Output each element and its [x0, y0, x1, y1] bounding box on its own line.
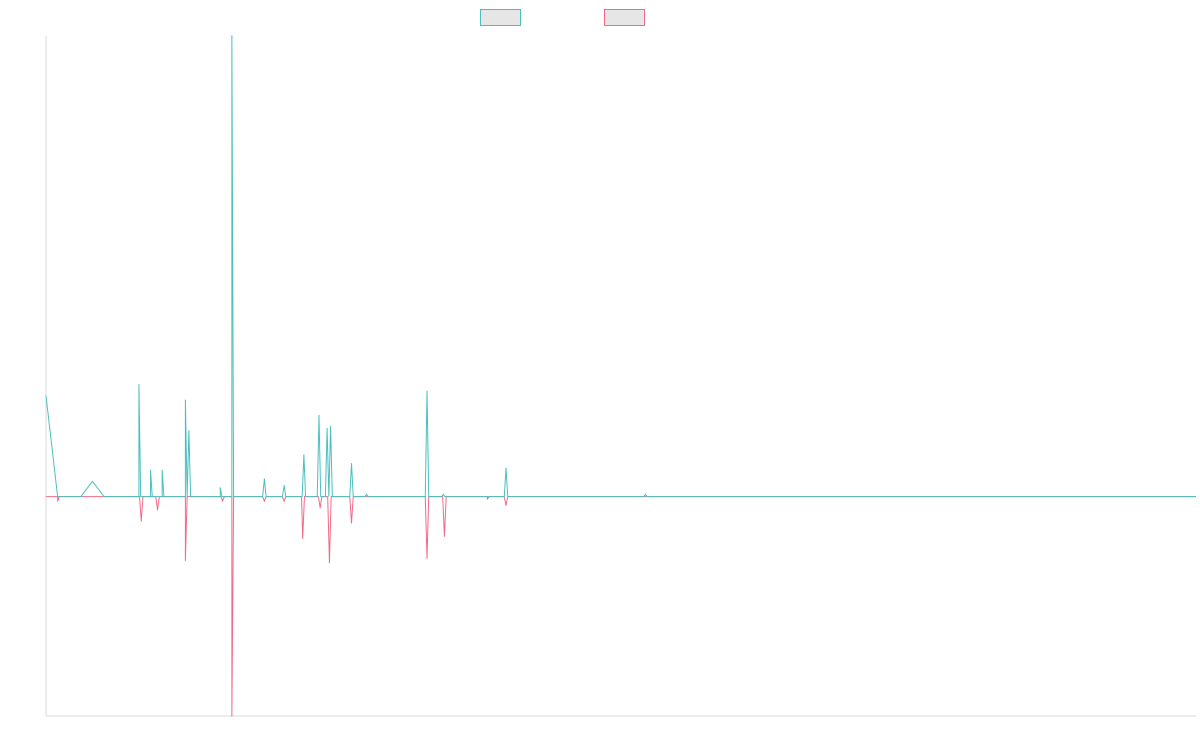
data-point-series-1-17: [505, 467, 507, 469]
data-point-series-2-0: [57, 500, 59, 502]
data-point-series-1-4: [188, 430, 190, 432]
legend-swatch-series-2: [604, 9, 645, 26]
data-point-series-2-3: [184, 559, 186, 561]
data-point-series-1-9: [303, 454, 305, 456]
data-point-series-1-16: [442, 493, 444, 496]
data-point-series-2-8: [302, 537, 304, 539]
data-point-series-1-10: [318, 414, 320, 417]
data-point-series-1-0: [138, 384, 140, 386]
data-point-series-1-12: [329, 425, 332, 428]
series-line-1: [45, 35, 1196, 498]
data-point-series-1-5: [219, 487, 221, 489]
data-point-series-2-7: [283, 500, 285, 502]
data-point-series-1-14: [366, 493, 368, 496]
data-point-series-1-2: [161, 469, 163, 471]
data-point-series-2-2: [156, 509, 159, 511]
legend-swatch-series-1: [480, 9, 521, 26]
data-point-series-2-1: [140, 520, 142, 522]
data-point-series-1-11: [326, 428, 328, 430]
data-point-series-2-13: [443, 535, 446, 537]
data-point-series-1-13: [350, 463, 353, 465]
data-point-series-1-18: [644, 493, 646, 496]
data-point-series-1-7: [263, 478, 265, 480]
data-point-series-1-15: [426, 390, 428, 392]
data-point-series-2-11: [350, 522, 353, 524]
data-point-series-2-14: [486, 498, 489, 500]
data-point-series-1-1: [149, 469, 152, 471]
data-point-series-2-6: [263, 500, 265, 502]
data-point-series-1-3: [184, 399, 186, 401]
data-point-series-2-10: [328, 561, 331, 564]
data-point-series-2-4: [221, 500, 224, 502]
series-line-2: [46, 496, 1196, 717]
data-point-series-1-6: [231, 35, 233, 37]
data-point-series-2-15: [505, 504, 507, 507]
data-point-series-2-5: [231, 715, 233, 717]
data-point-series-1-8: [283, 485, 285, 487]
data-point-series-2-12: [426, 557, 428, 559]
data-point-series-2-9: [319, 507, 321, 509]
